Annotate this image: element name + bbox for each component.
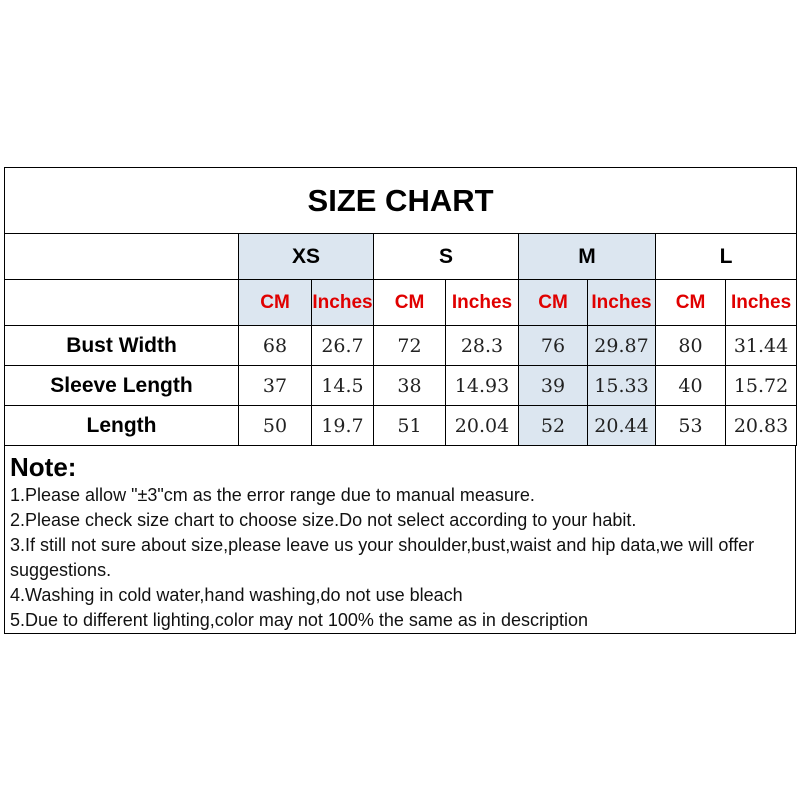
value-cell: 38: [373, 365, 446, 406]
note-line: 1.Please allow "±3"cm as the error range…: [10, 485, 535, 505]
unit-header-cm: CM: [373, 279, 446, 326]
note-line: 4.Washing in cold water,hand washing,do …: [10, 585, 463, 605]
unit-header-cm: CM: [238, 279, 312, 326]
value-cell: 15.33: [587, 365, 656, 406]
value-cell: 29.87: [587, 325, 656, 366]
unit-header-cm: CM: [518, 279, 588, 326]
value-cell: 20.44: [587, 405, 656, 446]
value-cell: 19.7: [311, 405, 374, 446]
table-row: Sleeve Length 37 14.5 38 14.93 39 15.33 40 15.72: [4, 365, 798, 406]
unit-header-cm: CM: [655, 279, 726, 326]
row-label: Length: [4, 405, 239, 446]
row-label: Sleeve Length: [4, 365, 239, 406]
value-cell: 68: [238, 325, 312, 366]
size-header-l: L: [654, 233, 798, 280]
notes-section: Note: 1.Please allow "±3"cm as the error…: [4, 446, 796, 634]
table-row: Bust Width 68 26.7 72 28.3 76 29.87 80 31.44: [4, 325, 798, 366]
size-chart: SIZE CHART XS S M L CM Inches CM Inches CM In…: [3, 167, 798, 634]
size-header-m: M: [518, 233, 656, 280]
size-header-xs: XS: [238, 233, 374, 280]
unit-header-inches: Inches: [724, 279, 798, 326]
value-cell: 15.72: [724, 365, 798, 406]
value-cell: 39: [518, 365, 588, 406]
chart-title: SIZE CHART: [3, 167, 798, 234]
value-cell: 53: [655, 405, 726, 446]
value-cell: 40: [655, 365, 726, 406]
value-cell: 51: [373, 405, 446, 446]
note-line: 3.If still not sure about size,please le…: [10, 535, 755, 580]
empty-unit-cell: [4, 279, 239, 326]
unit-header-inches: Inches: [445, 279, 519, 326]
note-line: 2.Please check size chart to choose size…: [10, 510, 637, 530]
value-cell: 14.5: [311, 365, 374, 406]
empty-header-cell: [4, 233, 239, 280]
value-cell: 14.93: [445, 365, 519, 406]
size-table: SIZE CHART XS S M L CM Inches CM Inches CM In…: [3, 167, 798, 446]
unit-header-inches: Inches: [587, 279, 656, 326]
size-header-s: S: [373, 233, 519, 280]
value-cell: 80: [655, 325, 726, 366]
value-cell: 20.04: [445, 405, 519, 446]
value-cell: 20.83: [724, 405, 798, 446]
value-cell: 26.7: [311, 325, 374, 366]
value-cell: 76: [518, 325, 588, 366]
value-cell: 31.44: [724, 325, 798, 366]
value-cell: 28.3: [445, 325, 519, 366]
table-row: Length 50 19.7 51 20.04 52 20.44 53 20.83: [4, 405, 798, 446]
value-cell: 72: [373, 325, 446, 366]
note-line: 5.Due to different lighting,color may no…: [10, 610, 588, 630]
value-cell: 50: [238, 405, 312, 446]
value-cell: 52: [518, 405, 588, 446]
notes-heading: Note:: [10, 452, 77, 482]
row-label: Bust Width: [4, 325, 239, 366]
value-cell: 37: [238, 365, 312, 406]
unit-header-inches: Inches: [311, 279, 374, 326]
